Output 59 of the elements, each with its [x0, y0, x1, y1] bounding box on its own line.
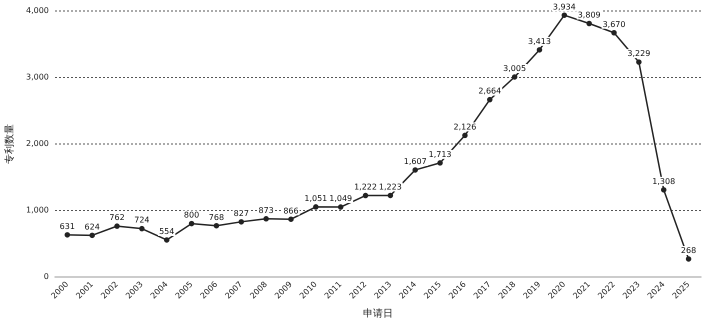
point [586, 20, 592, 26]
data-label: 724 [134, 216, 150, 225]
point [263, 216, 269, 222]
data-label: 554 [159, 227, 174, 236]
data-label: 768 [208, 212, 224, 222]
point [362, 192, 368, 198]
point [686, 256, 692, 262]
data-label: 1,607 [404, 157, 427, 166]
point [437, 160, 443, 166]
data-label: 1,713 [428, 150, 452, 159]
point [636, 59, 642, 65]
point [512, 74, 518, 80]
data-label: 3,809 [578, 10, 601, 20]
data-label: 1,223 [378, 182, 402, 192]
point [611, 30, 617, 36]
data-label: 2,664 [478, 86, 502, 96]
point [89, 232, 95, 238]
point [562, 12, 568, 18]
point [388, 192, 394, 198]
data-label: 866 [283, 206, 299, 216]
data-label: 624 [84, 222, 100, 232]
y-tick-label: 0 [44, 272, 49, 281]
data-label: 827 [234, 208, 249, 218]
data-label: 268 [680, 246, 696, 256]
y-axis-title: 专利数量 [4, 124, 16, 164]
data-label: 3,005 [503, 64, 526, 74]
point [462, 132, 468, 138]
data-label: 1,049 [329, 194, 352, 204]
data-label: 3,670 [602, 20, 626, 29]
point [288, 216, 294, 222]
data-label: 3,229 [627, 49, 650, 58]
data-label: 3,934 [552, 2, 576, 12]
point [238, 219, 244, 225]
point [487, 96, 493, 102]
data-label: 1,308 [652, 176, 676, 186]
data-label: 2,126 [453, 122, 476, 132]
data-label: 3,413 [528, 36, 551, 46]
point [214, 222, 220, 228]
data-label: 762 [109, 213, 125, 222]
point [412, 167, 418, 173]
point [114, 223, 120, 229]
x-axis-title: 申请日 [362, 308, 393, 320]
data-label: 1,051 [304, 194, 328, 203]
data-label: 1,222 [354, 182, 377, 192]
point [313, 204, 319, 210]
point [338, 204, 344, 210]
point [660, 187, 666, 193]
point [139, 226, 145, 232]
data-label: 800 [184, 210, 200, 220]
data-label: 873 [258, 206, 274, 215]
y-tick-label: 3,000 [26, 72, 49, 82]
point [164, 237, 170, 243]
point [64, 232, 70, 238]
point [188, 220, 194, 226]
point [536, 47, 542, 53]
y-tick-label: 4,000 [26, 6, 49, 15]
y-tick-label: 2,000 [26, 138, 49, 148]
y-tick-label: 1,000 [26, 205, 49, 214]
data-label: 631 [60, 222, 75, 231]
